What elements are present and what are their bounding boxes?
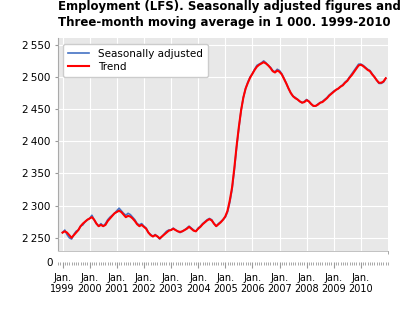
Trend [108,217,112,220]
Trend [261,60,266,64]
Seasonally adjusted [383,76,388,80]
Trend [295,98,300,101]
Seasonally adjusted [162,232,167,236]
Trend [383,76,388,80]
Seasonally adjusted [261,59,266,63]
Seasonally adjusted [60,231,65,235]
Line: Trend: Trend [62,62,386,238]
Trend [324,96,329,100]
Trend [329,92,334,96]
Seasonally adjusted [110,213,115,217]
Seasonally adjusted [295,98,300,101]
Seasonally adjusted [329,91,334,95]
Trend [60,231,65,235]
Legend: Seasonally adjusted, Trend: Seasonally adjusted, Trend [63,44,208,77]
Seasonally adjusted [324,96,329,100]
Trend [162,233,167,236]
Seasonally adjusted [85,218,90,222]
Text: Employment (LFS). Seasonally adjusted figures and trend figures.
Three-month mov: Employment (LFS). Seasonally adjusted fi… [58,0,400,29]
Trend [157,236,162,240]
Seasonally adjusted [69,237,74,241]
Trend [83,220,88,224]
Line: Seasonally adjusted: Seasonally adjusted [62,61,386,239]
